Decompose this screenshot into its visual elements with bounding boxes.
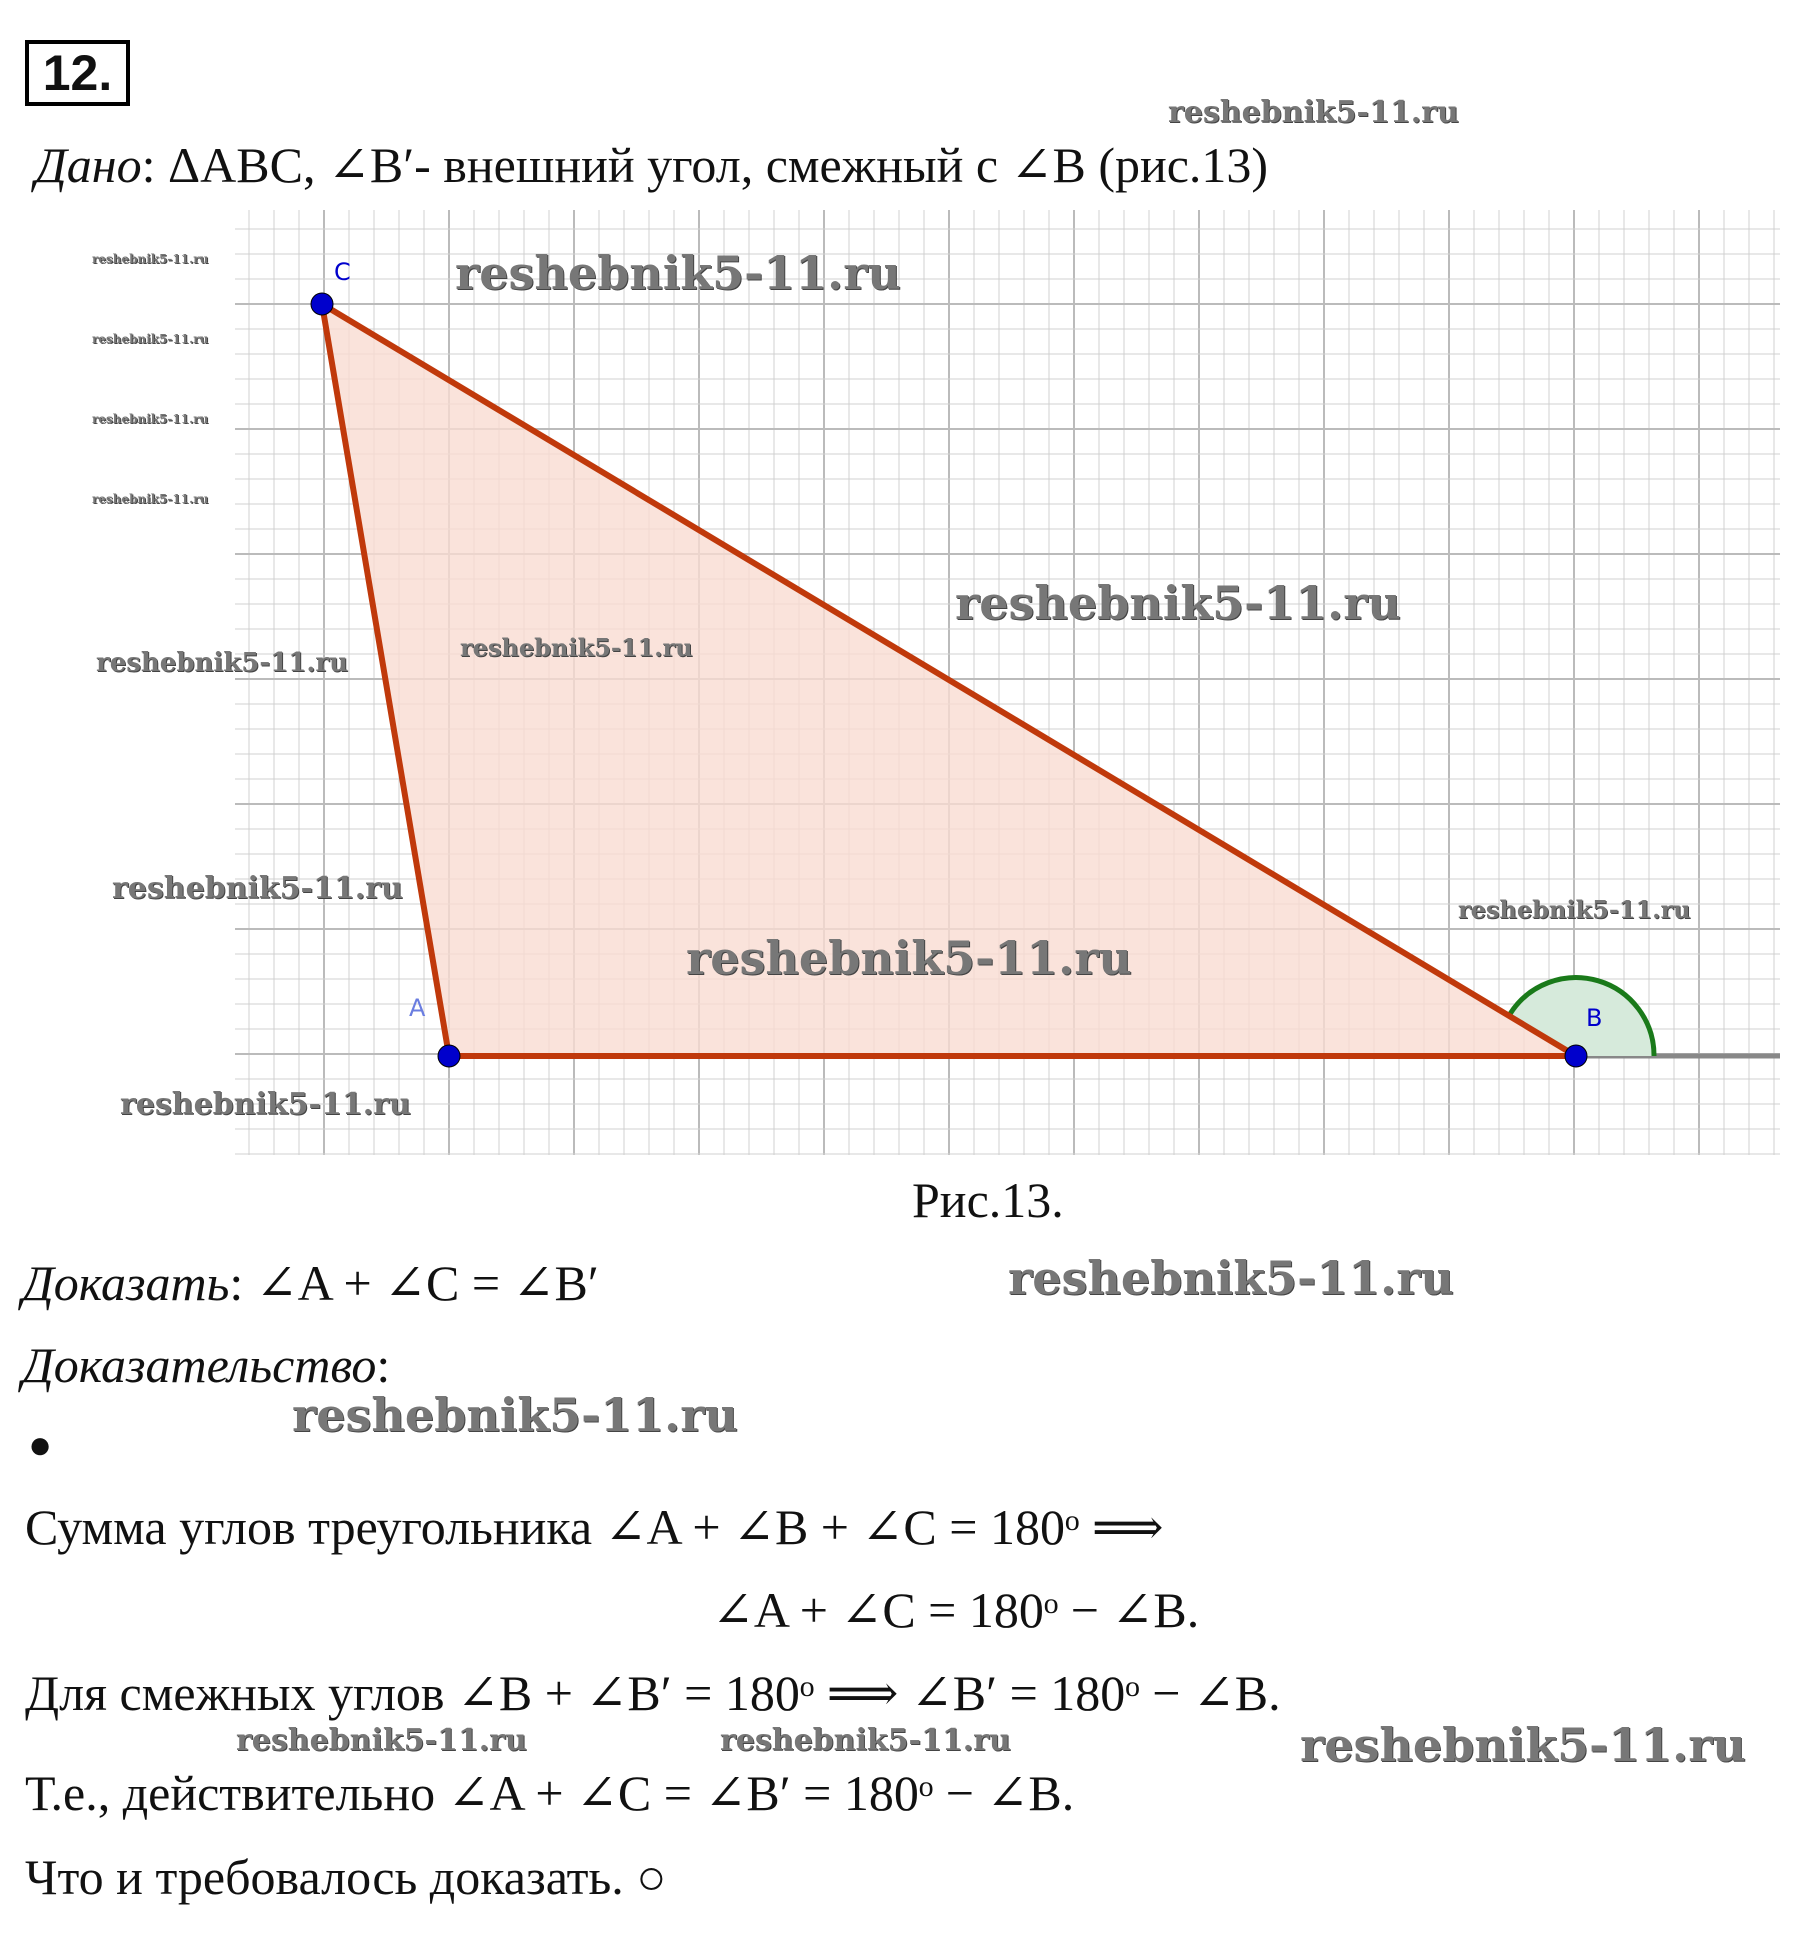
watermark: reshebnik5-11.ru xyxy=(112,871,403,906)
watermark: reshebnik5-11.ru xyxy=(460,633,693,662)
triangle-abc xyxy=(319,301,1579,1059)
exterior-angle-arc xyxy=(1507,975,1657,1057)
bullet: ● xyxy=(28,1422,53,1467)
watermark: reshebnik5-11.ru xyxy=(1300,1718,1746,1772)
prove-label: Доказать xyxy=(22,1255,230,1311)
figure-caption: Рис.13. xyxy=(912,1172,1064,1228)
proof-heading: Доказательство: xyxy=(22,1340,390,1390)
given-text: : ΔABC, ∠B′- внешний угол, смежный с ∠B … xyxy=(141,137,1269,193)
point-a xyxy=(437,1044,461,1068)
watermark: reshebnik5-11.ru xyxy=(236,1723,527,1758)
proof-label: Доказательство xyxy=(22,1337,377,1393)
watermark: reshebnik5-11.ru xyxy=(686,931,1132,985)
watermark: reshebnik5-11.ru xyxy=(1008,1251,1454,1305)
label-a: A xyxy=(409,994,426,1022)
watermark: reshebnik5-11.ru xyxy=(1168,95,1459,130)
label-b: B xyxy=(1586,1004,1602,1032)
watermark: reshebnik5-11.ru xyxy=(720,1723,1011,1758)
watermark: reshebnik5-11.ru xyxy=(1458,895,1691,924)
point-c xyxy=(310,292,334,316)
watermark: reshebnik5-11.ru xyxy=(92,332,209,346)
prove-line: Доказать: ∠A + ∠C = ∠B′ xyxy=(22,1258,599,1308)
proof-conclusion: Что и требовалось доказать. ○ xyxy=(25,1849,667,1905)
problem-number: 12. xyxy=(25,40,130,106)
watermark: reshebnik5-11.ru xyxy=(292,1388,738,1442)
proof-colon: : xyxy=(376,1337,391,1393)
watermark: reshebnik5-11.ru xyxy=(92,412,209,426)
point-b xyxy=(1564,1044,1588,1068)
proof-line-2: ∠A + ∠C = 180ᵒ − ∠B. xyxy=(712,1582,1200,1638)
given-label: Дано xyxy=(35,137,142,193)
watermark: reshebnik5-11.ru xyxy=(120,1087,411,1122)
watermark: reshebnik5-11.ru xyxy=(955,576,1401,630)
proof-line-3: Для смежных углов ∠B + ∠B′ = 180ᵒ ⟹ ∠B′ … xyxy=(25,1665,1281,1721)
watermark: reshebnik5-11.ru xyxy=(92,492,209,506)
given-line: Дано: ΔABC, ∠B′- внешний угол, смежный с… xyxy=(35,140,1268,190)
watermark: reshebnik5-11.ru xyxy=(96,648,349,678)
label-c: C xyxy=(334,258,351,286)
watermark: reshebnik5-11.ru xyxy=(92,252,209,266)
proof-line-1: Сумма углов треугольника ∠A + ∠B + ∠C = … xyxy=(25,1499,1164,1555)
prove-text: : ∠A + ∠C = ∠B′ xyxy=(229,1255,599,1311)
watermark: reshebnik5-11.ru xyxy=(455,246,901,300)
proof-line-4: Т.е., действительно ∠A + ∠C = ∠B′ = 180ᵒ… xyxy=(25,1765,1075,1821)
